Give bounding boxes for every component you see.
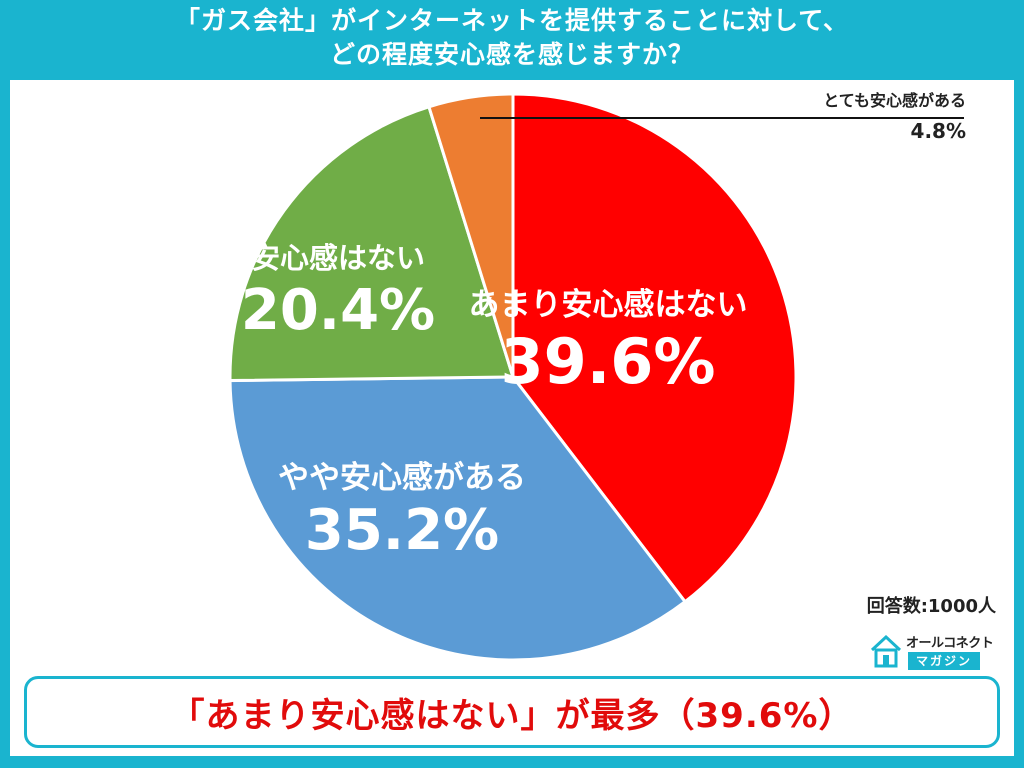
slice-name: あまり安心感はない — [468, 287, 748, 323]
brand-logo: オールコネクト マガジン — [870, 632, 994, 672]
title-line-2: どの程度安心感を感じますか？ — [329, 40, 694, 69]
slice-percent: 20.4% — [240, 278, 436, 343]
slice-percent: 39.6% — [500, 325, 716, 398]
slice-label-1: やや安心感がある 35.2% — [232, 458, 572, 564]
respondent-count: 回答数:1000人 — [866, 596, 996, 617]
brand-name-bottom: マガジン — [908, 652, 980, 670]
slice-name: 安心感はない — [250, 241, 425, 275]
pie-slice-0 — [511, 92, 798, 604]
conclusion-banner: 「あまり安心感はない」が最多（39.6%） — [24, 676, 1000, 748]
brand-name-top: オールコネクト — [906, 636, 994, 651]
slice-label-0: あまり安心感はない 39.6% — [428, 285, 788, 399]
slice-callout-3: とても安心感がある 4.8% — [823, 90, 966, 146]
pie-slice-1 — [228, 375, 688, 662]
pie-slice-3 — [427, 92, 515, 378]
callout-percent: 4.8% — [910, 119, 966, 143]
slice-name: やや安心感がある — [278, 460, 526, 496]
chart-title: 「ガス会社」がインターネットを提供することに対して、 どの程度安心感を感じますか… — [0, 4, 1024, 72]
slice-percent: 35.2% — [304, 498, 500, 563]
callout-name: とても安心感がある — [823, 91, 966, 110]
conclusion-text: 「あまり安心感はない」が最多（39.6%） — [170, 695, 854, 736]
pie-chart — [228, 92, 964, 662]
chart-card: あまり安心感はない 39.6% やや安心感がある 35.2% 安心感はない 20… — [10, 80, 1014, 756]
title-line-1: 「ガス会社」がインターネットを提供することに対して、 — [174, 6, 849, 35]
pie-slice-2 — [228, 104, 516, 383]
slice-label-2: 安心感はない 20.4% — [238, 238, 438, 344]
house-icon — [870, 634, 902, 668]
